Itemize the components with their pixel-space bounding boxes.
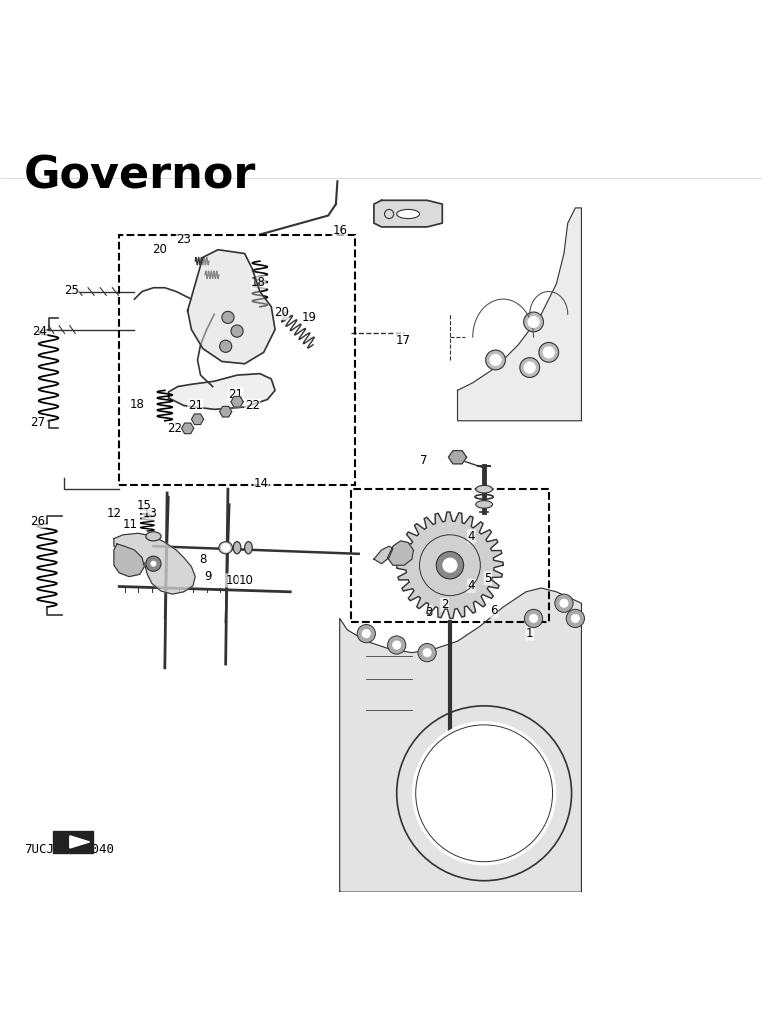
Circle shape: [220, 340, 232, 352]
Text: 4: 4: [468, 529, 475, 543]
Polygon shape: [69, 836, 89, 848]
Polygon shape: [53, 831, 92, 853]
Polygon shape: [231, 396, 243, 407]
Circle shape: [566, 609, 584, 628]
Polygon shape: [340, 588, 581, 892]
Text: 27: 27: [31, 416, 45, 429]
Circle shape: [555, 594, 573, 612]
Text: 20: 20: [274, 306, 288, 319]
Circle shape: [527, 315, 539, 328]
Circle shape: [388, 636, 406, 654]
Polygon shape: [114, 534, 195, 594]
Circle shape: [489, 354, 501, 366]
Circle shape: [571, 613, 580, 623]
Text: 5: 5: [485, 571, 491, 585]
Polygon shape: [114, 544, 144, 577]
Text: 15: 15: [137, 500, 152, 512]
Text: 22: 22: [245, 399, 259, 412]
Circle shape: [357, 625, 375, 643]
Text: 22: 22: [167, 422, 182, 435]
Circle shape: [524, 609, 542, 628]
Circle shape: [221, 543, 230, 552]
Polygon shape: [449, 451, 467, 464]
Text: 17: 17: [395, 334, 410, 347]
Ellipse shape: [397, 210, 420, 218]
Ellipse shape: [146, 531, 161, 541]
Circle shape: [486, 350, 505, 370]
Ellipse shape: [476, 501, 492, 508]
Polygon shape: [188, 250, 275, 364]
Circle shape: [559, 599, 568, 608]
Text: 19: 19: [302, 311, 317, 324]
Circle shape: [418, 643, 436, 662]
Ellipse shape: [476, 485, 492, 493]
Circle shape: [150, 561, 156, 566]
Text: 6: 6: [491, 604, 497, 617]
Circle shape: [222, 311, 234, 324]
Text: 10: 10: [226, 573, 240, 587]
Text: 11: 11: [123, 518, 138, 531]
Polygon shape: [182, 423, 194, 433]
Text: 13: 13: [142, 507, 157, 520]
Polygon shape: [374, 546, 393, 563]
Polygon shape: [192, 414, 204, 425]
Polygon shape: [388, 541, 414, 565]
Circle shape: [362, 629, 371, 638]
Polygon shape: [169, 374, 275, 410]
Text: 20: 20: [152, 244, 167, 256]
Text: 7: 7: [420, 454, 427, 467]
Polygon shape: [458, 208, 581, 421]
Text: 16: 16: [332, 224, 347, 238]
Circle shape: [412, 721, 556, 865]
Text: 21: 21: [228, 388, 243, 400]
Text: 2: 2: [441, 598, 449, 611]
Circle shape: [542, 346, 555, 358]
Text: 18: 18: [129, 397, 144, 411]
Text: 3: 3: [425, 606, 433, 618]
Text: 23: 23: [176, 233, 192, 247]
Polygon shape: [220, 407, 232, 417]
Text: 9: 9: [204, 570, 212, 583]
Text: Governor: Governor: [24, 155, 256, 198]
Ellipse shape: [233, 542, 241, 554]
Text: 10: 10: [239, 573, 253, 587]
Circle shape: [231, 325, 243, 337]
Circle shape: [523, 361, 536, 374]
Text: FWD: FWD: [58, 838, 81, 847]
Circle shape: [523, 312, 543, 332]
Polygon shape: [397, 512, 503, 618]
Text: 8: 8: [199, 553, 207, 565]
Text: 1: 1: [526, 627, 533, 640]
Circle shape: [146, 556, 161, 571]
Text: 26: 26: [31, 515, 45, 527]
Text: 14: 14: [254, 476, 269, 489]
Text: 24: 24: [32, 325, 47, 338]
Ellipse shape: [245, 542, 253, 554]
Circle shape: [436, 552, 464, 579]
Text: 18: 18: [251, 275, 266, 289]
Text: 12: 12: [106, 507, 121, 520]
Polygon shape: [374, 201, 443, 227]
Circle shape: [443, 558, 458, 572]
Circle shape: [529, 613, 538, 623]
Circle shape: [520, 357, 539, 378]
Text: 7UCJ110-S040: 7UCJ110-S040: [24, 843, 114, 856]
Text: 21: 21: [188, 399, 203, 412]
Text: 4: 4: [468, 580, 475, 592]
Circle shape: [392, 640, 401, 649]
Ellipse shape: [219, 542, 233, 554]
Text: 25: 25: [64, 284, 79, 297]
Circle shape: [539, 342, 559, 362]
Circle shape: [423, 648, 432, 657]
